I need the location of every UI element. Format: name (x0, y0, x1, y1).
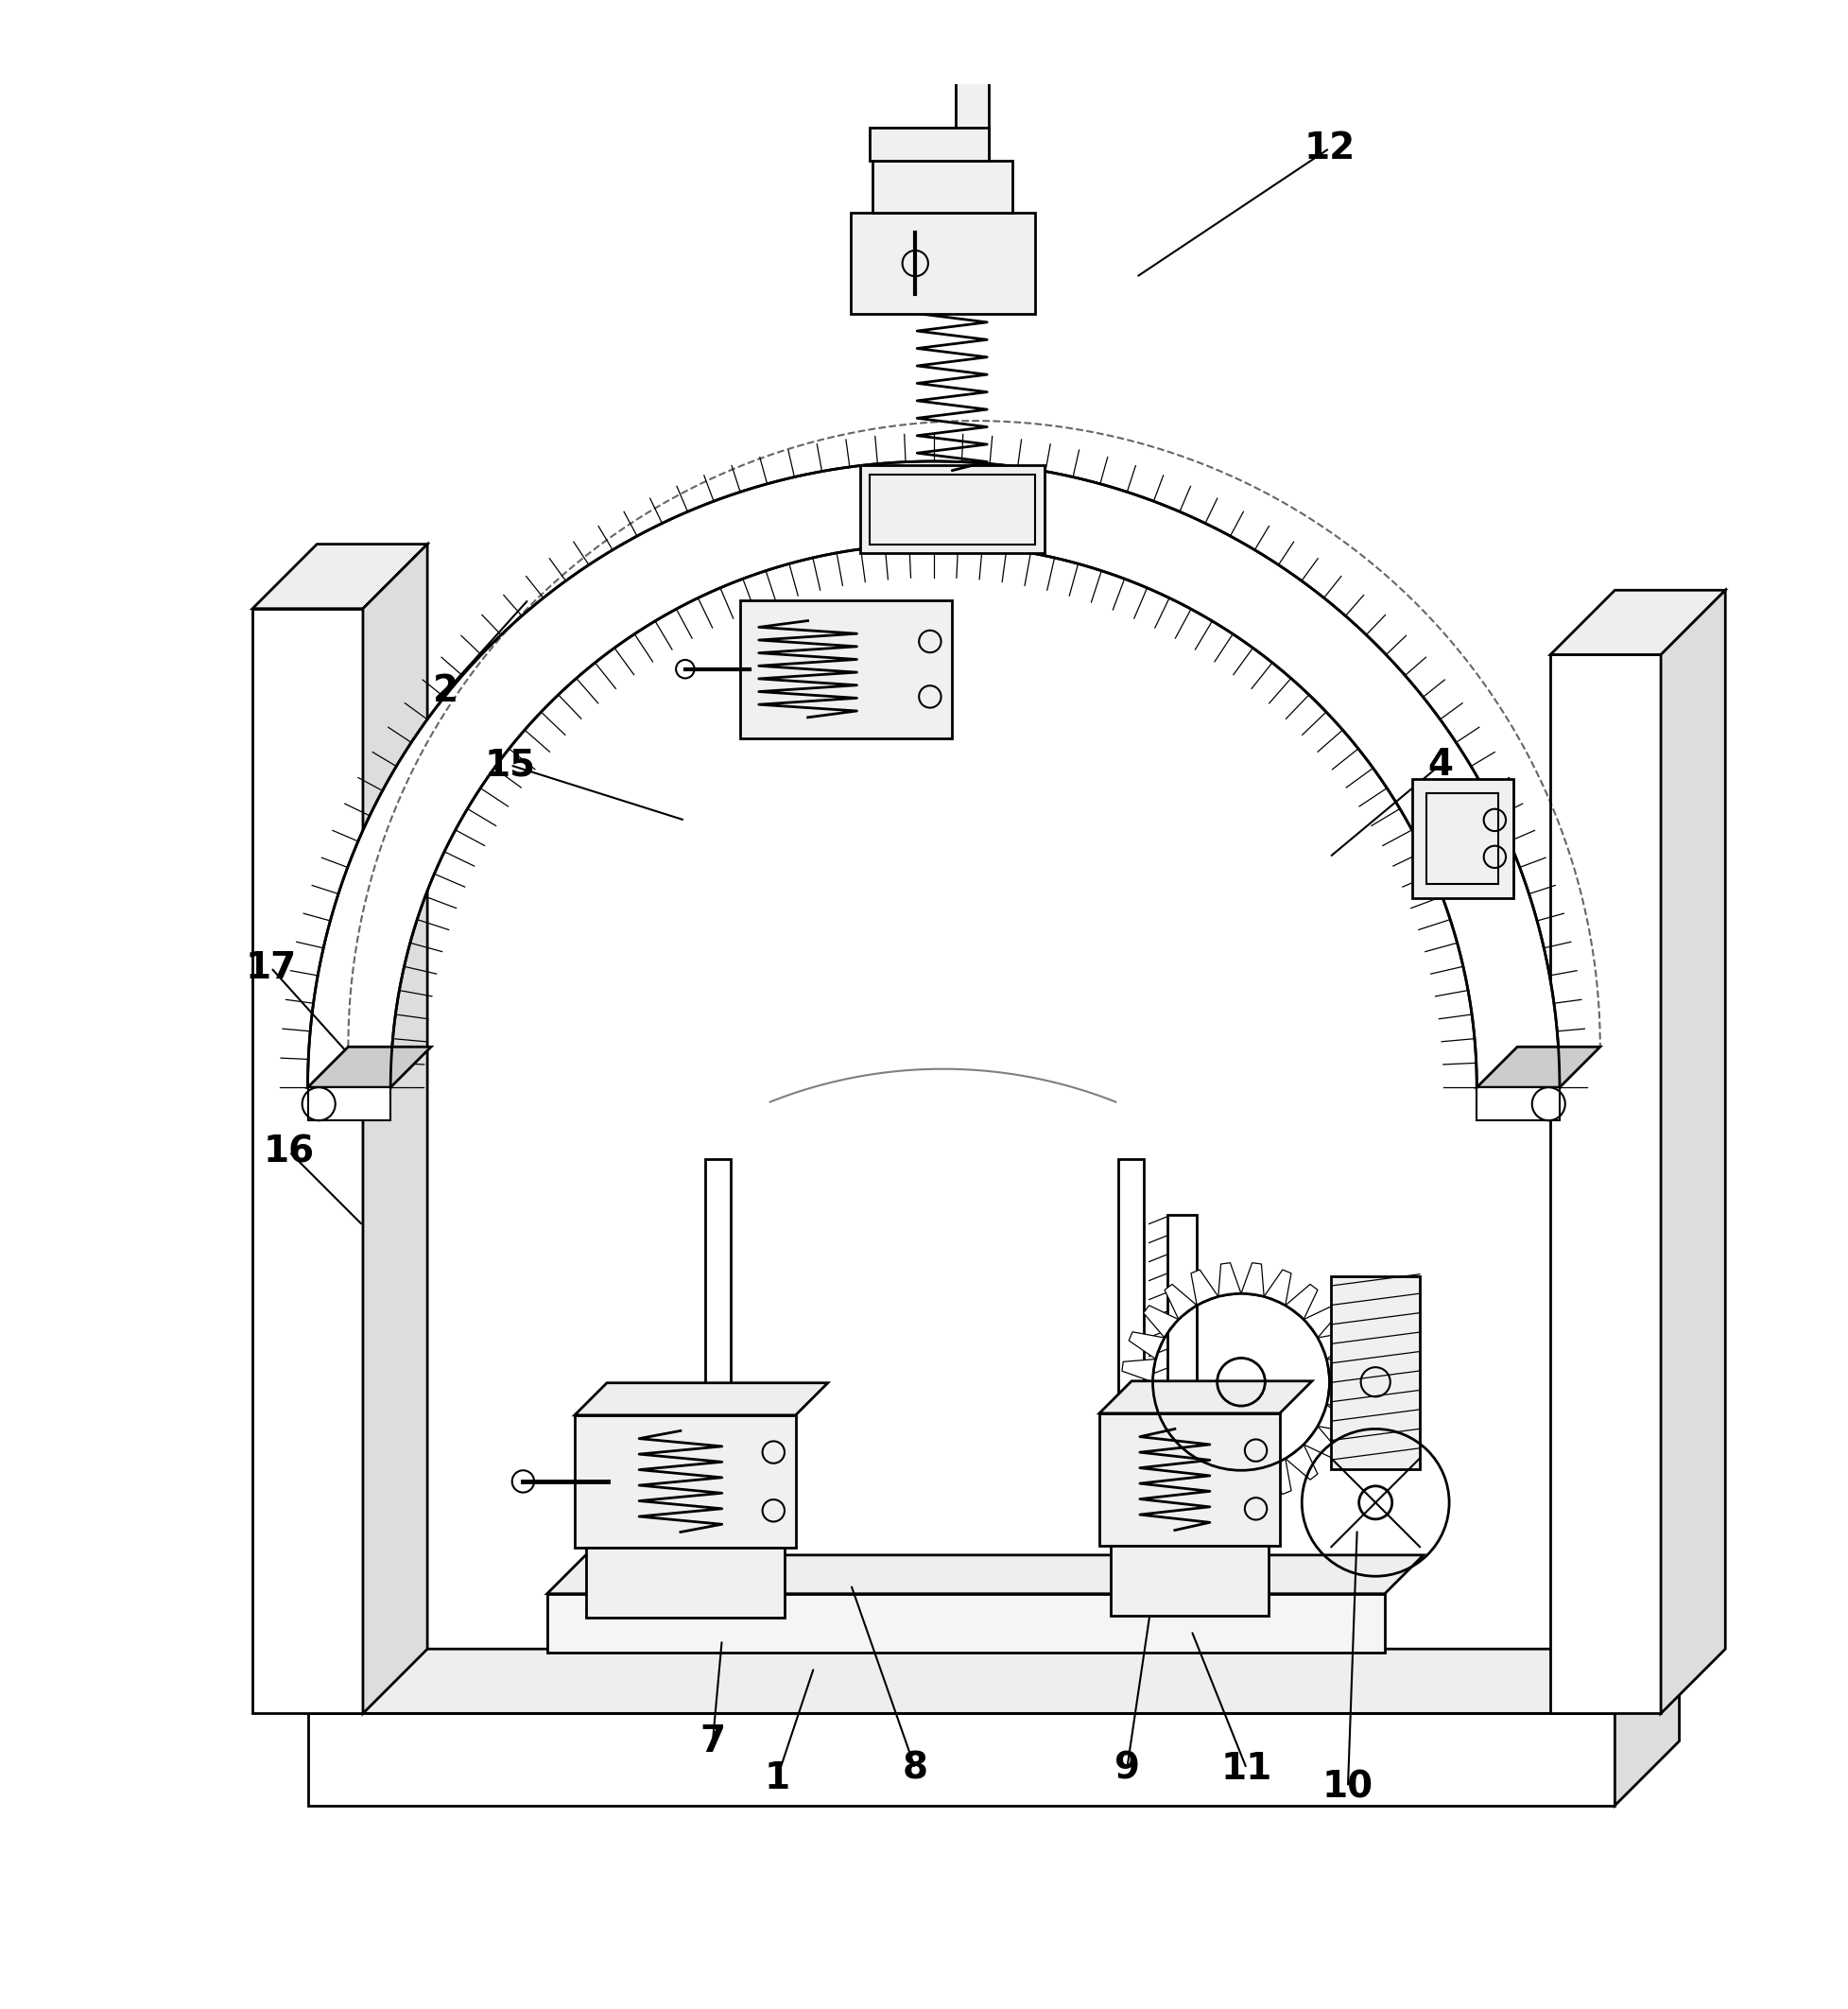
Bar (1412, 779, 1512, 898)
Polygon shape (1660, 591, 1724, 1714)
Polygon shape (1100, 1380, 1312, 1412)
Polygon shape (575, 1382, 828, 1414)
Text: 4: 4 (1427, 747, 1453, 784)
Polygon shape (1550, 655, 1660, 1714)
Bar (1118, 1159, 1142, 1555)
Bar (1427, 794, 1497, 884)
Polygon shape (1613, 1649, 1678, 1806)
Polygon shape (1142, 1306, 1177, 1338)
Bar (850, 213, 1035, 313)
Bar (859, 464, 1044, 552)
Polygon shape (1284, 1444, 1318, 1481)
Bar (869, 129, 989, 161)
Polygon shape (1240, 1467, 1264, 1501)
Bar (575, 1414, 795, 1547)
Polygon shape (253, 544, 427, 609)
Polygon shape (1318, 1332, 1353, 1360)
Text: 15: 15 (484, 747, 536, 784)
Polygon shape (1303, 1426, 1338, 1459)
Bar (1111, 1545, 1268, 1615)
Text: 8: 8 (902, 1750, 928, 1786)
Text: 12: 12 (1303, 131, 1355, 167)
Bar (586, 1547, 784, 1617)
Bar (739, 601, 952, 737)
Polygon shape (1218, 1467, 1240, 1501)
Polygon shape (1240, 1264, 1264, 1296)
Polygon shape (1129, 1332, 1164, 1360)
Polygon shape (1164, 1284, 1196, 1320)
Polygon shape (1190, 1270, 1218, 1306)
Polygon shape (253, 609, 362, 1714)
Polygon shape (362, 544, 427, 1714)
Text: 9: 9 (1114, 1750, 1138, 1786)
Polygon shape (307, 1087, 390, 1121)
Bar (1166, 1213, 1196, 1555)
Bar (872, 161, 1013, 213)
Bar (869, 474, 1035, 544)
Bar (1331, 1276, 1419, 1469)
Text: 17: 17 (246, 950, 296, 986)
Polygon shape (1142, 1426, 1177, 1459)
Text: 10: 10 (1321, 1770, 1373, 1804)
Text: 2: 2 (432, 673, 458, 709)
Bar (955, 22, 989, 161)
Polygon shape (547, 1555, 1423, 1593)
Polygon shape (1325, 1382, 1360, 1404)
Bar (1100, 1412, 1279, 1545)
Text: 1: 1 (763, 1760, 789, 1796)
Bar (547, 1593, 1384, 1653)
Bar (869, 22, 989, 56)
Polygon shape (1129, 1404, 1164, 1432)
Text: 16: 16 (264, 1133, 314, 1169)
Polygon shape (1303, 1306, 1338, 1338)
Bar (706, 1159, 730, 1555)
Polygon shape (1218, 1264, 1240, 1296)
Text: 7: 7 (700, 1724, 724, 1760)
Polygon shape (1477, 1087, 1560, 1121)
Polygon shape (1122, 1382, 1155, 1404)
Polygon shape (1122, 1360, 1155, 1382)
Polygon shape (1264, 1270, 1290, 1306)
Polygon shape (1550, 591, 1724, 655)
Polygon shape (1190, 1459, 1218, 1495)
Polygon shape (307, 462, 1560, 1087)
Polygon shape (307, 1649, 1678, 1714)
Polygon shape (1318, 1404, 1353, 1432)
Text: 11: 11 (1220, 1750, 1271, 1786)
Polygon shape (1164, 1444, 1196, 1481)
Polygon shape (307, 1714, 1613, 1806)
Polygon shape (1284, 1284, 1318, 1320)
Polygon shape (1477, 1047, 1599, 1087)
Polygon shape (307, 1047, 431, 1087)
Polygon shape (1264, 1459, 1290, 1495)
Polygon shape (1325, 1360, 1360, 1382)
